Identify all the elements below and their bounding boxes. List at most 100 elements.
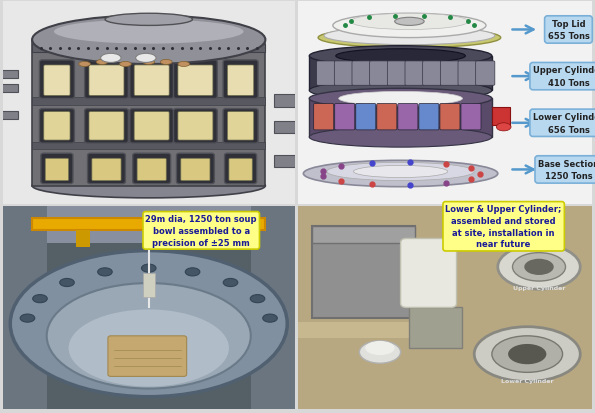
FancyBboxPatch shape [45, 159, 68, 181]
Ellipse shape [32, 174, 265, 198]
Ellipse shape [20, 314, 35, 323]
FancyBboxPatch shape [352, 62, 371, 86]
FancyBboxPatch shape [181, 159, 210, 181]
FancyBboxPatch shape [224, 154, 256, 184]
Ellipse shape [359, 341, 400, 363]
Ellipse shape [46, 283, 251, 389]
Text: Base Section
1250 Tons: Base Section 1250 Tons [538, 159, 595, 181]
Text: Upper Cylinder: Upper Cylinder [513, 285, 565, 290]
FancyBboxPatch shape [377, 104, 397, 131]
Ellipse shape [263, 314, 277, 323]
Ellipse shape [508, 344, 546, 364]
FancyBboxPatch shape [108, 336, 187, 377]
Bar [3, 206, 295, 243]
Ellipse shape [339, 92, 462, 106]
FancyBboxPatch shape [39, 61, 74, 99]
Ellipse shape [350, 14, 468, 31]
Ellipse shape [143, 60, 155, 65]
Ellipse shape [496, 123, 511, 132]
FancyBboxPatch shape [177, 154, 214, 184]
FancyBboxPatch shape [223, 109, 258, 144]
FancyBboxPatch shape [223, 61, 258, 99]
Bar [274, 156, 295, 168]
FancyBboxPatch shape [398, 104, 418, 131]
Bar [492, 107, 509, 126]
FancyBboxPatch shape [422, 62, 442, 86]
Ellipse shape [101, 54, 121, 63]
Ellipse shape [60, 279, 74, 287]
Bar [409, 308, 462, 348]
FancyBboxPatch shape [41, 154, 73, 184]
Bar [32, 143, 265, 150]
Ellipse shape [492, 336, 563, 373]
FancyBboxPatch shape [174, 61, 217, 99]
FancyBboxPatch shape [419, 104, 439, 131]
Ellipse shape [333, 14, 486, 38]
FancyBboxPatch shape [461, 104, 481, 131]
FancyBboxPatch shape [475, 62, 495, 86]
Ellipse shape [223, 279, 238, 287]
FancyBboxPatch shape [89, 112, 124, 141]
Ellipse shape [96, 60, 108, 65]
Ellipse shape [10, 251, 287, 397]
FancyBboxPatch shape [369, 62, 389, 86]
Bar [309, 57, 492, 91]
Bar [274, 95, 295, 107]
FancyBboxPatch shape [334, 62, 353, 86]
FancyBboxPatch shape [178, 112, 213, 141]
Text: Top Lid
655 Tons: Top Lid 655 Tons [547, 20, 590, 41]
Ellipse shape [309, 81, 492, 101]
FancyBboxPatch shape [227, 112, 253, 141]
Bar [298, 322, 445, 338]
Text: Upper Cylinder
410 Tons: Upper Cylinder 410 Tons [533, 66, 595, 88]
Ellipse shape [303, 161, 498, 187]
FancyBboxPatch shape [44, 66, 70, 96]
Ellipse shape [33, 295, 47, 303]
FancyBboxPatch shape [130, 61, 174, 99]
FancyBboxPatch shape [134, 66, 169, 96]
Ellipse shape [250, 295, 265, 303]
Ellipse shape [131, 339, 166, 357]
Ellipse shape [136, 54, 156, 63]
Bar [0, 112, 17, 119]
Bar [0, 71, 17, 79]
Bar [309, 99, 492, 138]
FancyBboxPatch shape [356, 104, 376, 131]
FancyBboxPatch shape [440, 104, 460, 131]
FancyBboxPatch shape [130, 109, 174, 144]
Text: Lower & Upper Cylinder;
assembled and stored
at site, installation in
near futur: Lower & Upper Cylinder; assembled and st… [446, 204, 562, 249]
Ellipse shape [161, 60, 172, 65]
Text: Lower Cylinder
656 Tons: Lower Cylinder 656 Tons [533, 113, 595, 134]
Ellipse shape [178, 62, 190, 67]
Ellipse shape [498, 245, 580, 290]
FancyBboxPatch shape [84, 61, 129, 99]
Ellipse shape [68, 310, 229, 387]
FancyBboxPatch shape [137, 159, 166, 181]
Bar [251, 206, 295, 409]
Bar [3, 206, 46, 409]
Bar [32, 98, 265, 105]
Ellipse shape [309, 89, 492, 109]
FancyBboxPatch shape [317, 62, 336, 86]
Ellipse shape [309, 128, 492, 148]
Ellipse shape [327, 163, 474, 181]
Ellipse shape [353, 166, 447, 178]
FancyBboxPatch shape [458, 62, 477, 86]
Bar [32, 45, 265, 53]
FancyBboxPatch shape [227, 66, 253, 96]
Bar [0, 85, 17, 93]
FancyBboxPatch shape [39, 109, 74, 144]
FancyBboxPatch shape [405, 62, 424, 86]
Text: 29m dia, 1250 ton soup
bowl assembled to a
precision of ±25 mm: 29m dia, 1250 ton soup bowl assembled to… [146, 214, 257, 247]
FancyBboxPatch shape [440, 62, 459, 86]
Ellipse shape [394, 18, 424, 26]
Ellipse shape [105, 14, 192, 26]
FancyBboxPatch shape [387, 62, 406, 86]
Ellipse shape [98, 268, 112, 276]
Ellipse shape [365, 341, 394, 355]
FancyBboxPatch shape [84, 109, 129, 144]
Ellipse shape [120, 62, 131, 67]
FancyBboxPatch shape [89, 66, 124, 96]
FancyBboxPatch shape [178, 66, 213, 96]
FancyBboxPatch shape [134, 112, 169, 141]
